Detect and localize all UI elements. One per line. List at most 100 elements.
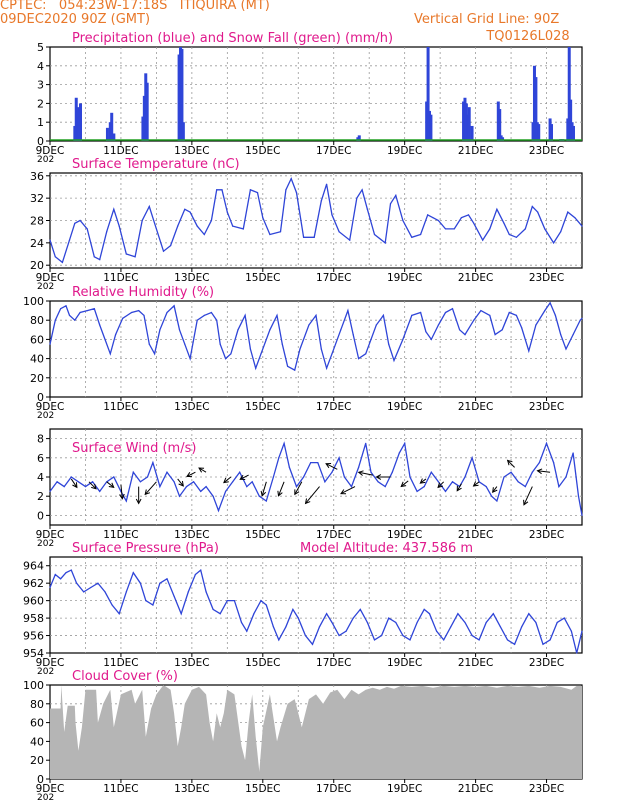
wind-point xyxy=(391,471,393,473)
psfc-point xyxy=(366,621,368,624)
rh-point xyxy=(382,314,384,316)
x-year-stub: 202 xyxy=(37,793,54,800)
wind-point xyxy=(581,514,583,517)
wind-vector xyxy=(186,471,196,477)
rh-point xyxy=(281,343,283,345)
precip-bar xyxy=(79,103,83,141)
rh-point xyxy=(122,317,124,319)
wind-point xyxy=(84,486,87,488)
psfc-point xyxy=(253,613,255,615)
y-tick-label: 80 xyxy=(30,314,44,327)
psfc-point xyxy=(265,604,267,606)
temp-point xyxy=(581,225,583,227)
precip-bar xyxy=(569,99,573,141)
temp-point xyxy=(482,239,484,241)
wind-point xyxy=(303,476,305,478)
y-tick-label: 20 xyxy=(30,372,44,385)
psfc-point xyxy=(187,591,189,593)
x-tick-label: 13DEC xyxy=(174,145,209,157)
temp-point xyxy=(508,233,510,236)
y-tick-label: 5 xyxy=(37,41,44,54)
rh-point xyxy=(138,310,140,312)
y-tick-label: 20 xyxy=(30,259,44,272)
psfc-series-line xyxy=(49,568,583,654)
x-tick-label: 21DEC xyxy=(458,657,493,669)
temp-point xyxy=(349,239,351,241)
rh-point xyxy=(216,319,218,321)
rh-point xyxy=(459,329,461,331)
wind-point xyxy=(338,457,340,459)
psfc-point xyxy=(570,630,573,632)
model-altitude-label: Model Altitude: 437.586 m xyxy=(300,541,473,556)
rh-point xyxy=(308,324,310,326)
temp-point xyxy=(411,236,413,238)
psfc-point xyxy=(563,617,565,619)
rh-point xyxy=(99,324,101,326)
temp-point xyxy=(74,222,76,224)
panel-wind: 0 2 4 6 8 9DEC 11DEC 13DEC 15DEC 17DEC 19DEC 21DEC 2… xyxy=(36,428,583,549)
wind-vector-head xyxy=(536,468,543,475)
wind-vector xyxy=(70,478,78,488)
x-tick-label: 11DEC xyxy=(103,657,138,669)
wind-point xyxy=(205,486,207,488)
wind-point xyxy=(377,481,379,483)
wind-point xyxy=(553,462,555,464)
x-tick-label: 23DEC xyxy=(529,145,564,157)
y-tick-label: 956 xyxy=(23,630,44,643)
temp-point xyxy=(467,214,470,216)
y-tick-label: 3 xyxy=(37,79,44,92)
temp-point xyxy=(537,211,539,213)
cloud-cover-area xyxy=(50,685,582,779)
wind-point xyxy=(113,476,115,478)
rh-point xyxy=(358,358,360,360)
psfc-point xyxy=(83,591,85,593)
temp-point xyxy=(113,208,115,210)
rh-point xyxy=(131,311,133,314)
rh-point xyxy=(515,314,518,316)
x-tick-label: 21DEC xyxy=(458,783,493,795)
psfc-point xyxy=(521,626,523,628)
temp-point xyxy=(432,217,434,219)
temp-point xyxy=(290,178,292,180)
wind-point xyxy=(193,481,195,483)
panel-frame xyxy=(49,46,583,142)
psfc-point xyxy=(485,621,487,624)
y-tick-label: 100 xyxy=(23,295,44,308)
wind-point xyxy=(152,462,154,464)
x-tick-label: 15DEC xyxy=(245,657,280,669)
wind-point xyxy=(49,490,51,492)
wind-vector xyxy=(144,481,157,495)
header-run-time: 09DEC2020 90Z (GMT) xyxy=(0,12,151,27)
wind-point xyxy=(258,495,260,497)
wind-point xyxy=(572,452,574,454)
temp-point xyxy=(106,231,108,233)
wind-vector xyxy=(305,486,320,504)
wind-point xyxy=(358,466,360,468)
wind-point xyxy=(288,466,290,468)
temp-point xyxy=(338,231,340,233)
temp-point xyxy=(125,253,127,255)
wind-vector-head xyxy=(437,482,444,489)
y-tick-label: 28 xyxy=(30,215,44,228)
temp-point xyxy=(567,211,569,213)
rh-point xyxy=(237,329,239,331)
temp-point xyxy=(262,217,264,219)
rh-point xyxy=(464,334,466,336)
psfc-point xyxy=(311,643,314,645)
psfc-point xyxy=(506,639,509,641)
psfc-point xyxy=(166,578,168,580)
wind-vector-head xyxy=(260,490,267,497)
psfc-point xyxy=(139,582,141,584)
psfc-point xyxy=(212,608,214,611)
y-tick-label: 4 xyxy=(37,60,44,73)
rh-point xyxy=(549,302,551,304)
rh-point xyxy=(365,353,367,355)
wind-vector-head xyxy=(72,482,78,489)
psfc-point xyxy=(423,608,425,611)
x-tick-label: 9DEC xyxy=(36,657,65,669)
psfc-point xyxy=(549,639,551,641)
wind-point xyxy=(437,481,439,483)
x-tick-label: 13DEC xyxy=(174,529,209,541)
rh-point xyxy=(326,367,328,369)
psfc-point xyxy=(416,621,418,624)
